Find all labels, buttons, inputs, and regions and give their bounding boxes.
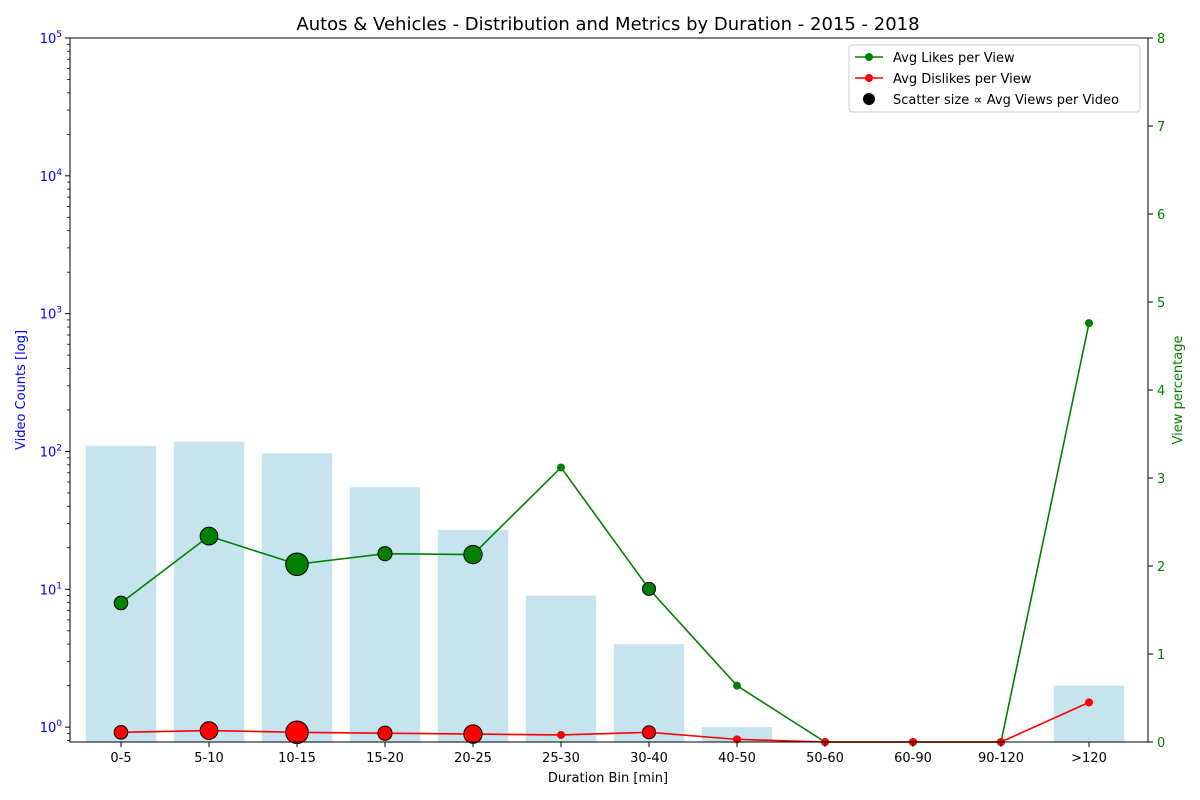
- x-axis-label: Duration Bin [min]: [548, 771, 668, 786]
- bar-1: [173, 441, 245, 742]
- series-0-scatter-4: [463, 544, 483, 565]
- series-1-point-5: [557, 730, 565, 739]
- legend-likes-marker: [865, 53, 873, 61]
- right-tick-label-4: 4: [1157, 384, 1165, 399]
- series-1-scatter-6: [641, 725, 657, 740]
- series-0-scatter-2: [285, 552, 309, 577]
- x-tick-label-7: 40-50: [718, 751, 756, 766]
- series-0-scatter-3: [377, 546, 393, 562]
- legend-dislikes-marker: [865, 74, 873, 82]
- legend-scatter-marker: [863, 93, 875, 105]
- bar-5: [525, 595, 597, 742]
- x-axis: 0-5 5-10 10-15 15-20 20-25 25-30 30-40 40-50 50-…: [110, 742, 1107, 766]
- bar-4: [437, 529, 509, 742]
- series-0-point-7: [733, 681, 741, 690]
- series-0-point-11: [1085, 319, 1093, 328]
- series-1-point-7: [733, 735, 741, 744]
- bar-3: [349, 487, 421, 742]
- left-axis: 100 101 102 103 104 105: [40, 30, 70, 741]
- bar-0: [85, 445, 157, 742]
- bar-2: [261, 453, 333, 742]
- right-axis: 0 1 2 3 4 5 6 7 8: [1148, 32, 1165, 751]
- x-tick-label-4: 20-25: [454, 751, 492, 766]
- x-tick-label-9: 60-90: [894, 751, 932, 766]
- series-0-scatter-6: [641, 581, 657, 596]
- series-1-scatter-3: [377, 725, 393, 741]
- right-tick-label-3: 3: [1157, 472, 1165, 487]
- bars-layer: [85, 441, 1125, 742]
- x-tick-label-6: 30-40: [630, 751, 668, 766]
- x-tick-label-3: 15-20: [366, 751, 404, 766]
- right-tick-label-0: 0: [1157, 736, 1165, 751]
- series-1-point-11: [1085, 698, 1093, 707]
- points-layer: [113, 319, 1093, 746]
- x-tick-label-1: 5-10: [194, 751, 224, 766]
- left-tick-label-2: 102: [40, 443, 62, 460]
- legend-likes-label: Avg Likes per View: [893, 51, 1015, 66]
- left-tick-label-3: 103: [40, 306, 62, 323]
- chart-title: Autos & Vehicles - Distribution and Metr…: [296, 14, 919, 35]
- right-tick-label-6: 6: [1157, 208, 1165, 223]
- series-0-point-5: [557, 463, 565, 472]
- series-0-scatter-0: [113, 595, 129, 611]
- left-tick-label-1: 101: [40, 581, 62, 598]
- legend-dislikes-label: Avg Dislikes per View: [893, 72, 1032, 87]
- legend-box: [848, 44, 1141, 113]
- x-tick-label-11: >120: [1071, 751, 1107, 766]
- series-0-scatter-1: [199, 526, 219, 546]
- right-tick-label-1: 1: [1157, 648, 1165, 663]
- left-tick-label-5: 105: [40, 30, 62, 47]
- left-tick-label-4: 104: [40, 168, 63, 185]
- series-1-scatter-4: [463, 724, 483, 744]
- series-1-scatter-2: [285, 720, 309, 745]
- series-1-scatter-0: [113, 725, 129, 740]
- x-tick-label-8: 50-60: [806, 751, 844, 766]
- legend: Avg Likes per View Avg Dislikes per View…: [848, 44, 1141, 113]
- x-tick-label-5: 25-30: [542, 751, 580, 766]
- series-1-scatter-1: [199, 721, 219, 740]
- x-tick-label-10: 90-120: [978, 751, 1024, 766]
- x-tick-label-0: 0-5: [110, 751, 131, 766]
- left-tick-label-0: 100: [40, 719, 63, 736]
- right-axis-label: View percentage: [1171, 336, 1186, 445]
- legend-scatter-label: Scatter size ∝ Avg Views per Video: [893, 93, 1119, 108]
- left-axis-label: Video Counts [log]: [14, 330, 29, 450]
- right-tick-label-2: 2: [1157, 560, 1165, 575]
- right-tick-label-7: 7: [1157, 120, 1165, 135]
- right-tick-label-8: 8: [1157, 32, 1165, 47]
- right-tick-label-5: 5: [1157, 296, 1165, 311]
- x-tick-label-2: 10-15: [278, 751, 316, 766]
